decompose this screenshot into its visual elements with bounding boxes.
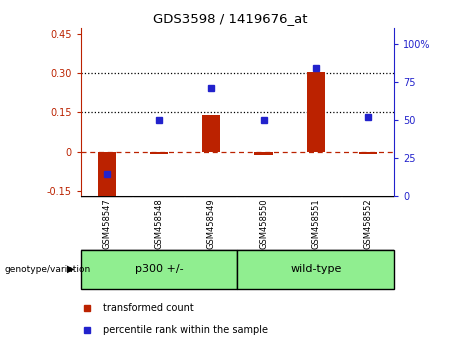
Text: transformed count: transformed count [103, 303, 193, 313]
Text: genotype/variation: genotype/variation [5, 264, 91, 274]
Bar [98, 152, 116, 200]
Text: percentile rank within the sample: percentile rank within the sample [103, 325, 268, 335]
Text: wild-type: wild-type [290, 264, 342, 274]
Text: GDS3598 / 1419676_at: GDS3598 / 1419676_at [153, 12, 308, 25]
Text: GSM458547: GSM458547 [102, 198, 111, 249]
Bar [237, 250, 394, 289]
Text: ▶: ▶ [67, 264, 74, 274]
Text: GSM458552: GSM458552 [364, 198, 372, 249]
Text: GSM458550: GSM458550 [259, 198, 268, 249]
Text: GSM458549: GSM458549 [207, 198, 216, 249]
Text: GSM458548: GSM458548 [154, 198, 164, 249]
Text: p300 +/-: p300 +/- [135, 264, 183, 274]
Bar [359, 152, 377, 154]
Bar [81, 250, 237, 289]
Bar [150, 152, 168, 154]
Bar [202, 115, 220, 152]
Bar [307, 72, 325, 152]
Text: GSM458551: GSM458551 [311, 198, 320, 249]
Bar [254, 152, 272, 155]
